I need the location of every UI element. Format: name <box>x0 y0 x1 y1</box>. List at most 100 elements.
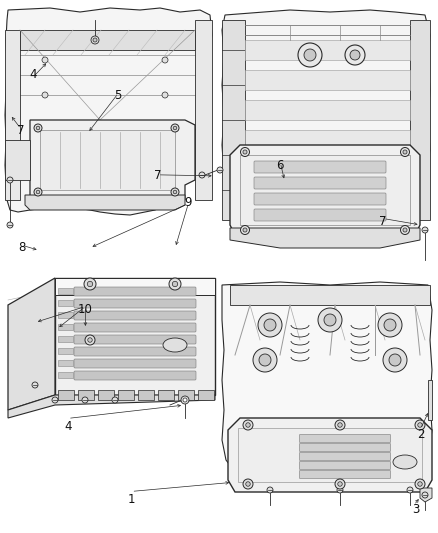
Circle shape <box>243 479 253 489</box>
Circle shape <box>384 319 396 331</box>
Text: 1: 1 <box>127 494 135 506</box>
FancyBboxPatch shape <box>254 209 386 221</box>
Text: 7: 7 <box>379 215 387 228</box>
Polygon shape <box>5 30 20 200</box>
Circle shape <box>304 49 316 61</box>
Circle shape <box>7 222 13 228</box>
Circle shape <box>267 487 273 493</box>
Circle shape <box>335 420 345 430</box>
Circle shape <box>338 482 342 486</box>
Circle shape <box>199 172 205 178</box>
Circle shape <box>32 382 38 388</box>
Circle shape <box>172 281 178 287</box>
Circle shape <box>298 43 322 67</box>
FancyBboxPatch shape <box>300 471 391 479</box>
FancyBboxPatch shape <box>254 177 386 189</box>
Polygon shape <box>25 195 185 210</box>
Polygon shape <box>222 10 430 230</box>
Circle shape <box>34 188 42 196</box>
Circle shape <box>246 423 250 427</box>
Polygon shape <box>40 130 175 190</box>
Text: 8: 8 <box>18 241 25 254</box>
Polygon shape <box>58 372 73 378</box>
Circle shape <box>173 190 177 194</box>
Circle shape <box>318 308 342 332</box>
Text: 10: 10 <box>78 303 93 316</box>
FancyBboxPatch shape <box>254 161 386 173</box>
Polygon shape <box>245 70 410 90</box>
Text: 6: 6 <box>276 159 284 172</box>
Polygon shape <box>230 145 420 235</box>
Polygon shape <box>428 380 432 420</box>
Text: 3: 3 <box>413 503 420 515</box>
Circle shape <box>42 92 48 98</box>
Circle shape <box>240 225 250 235</box>
Circle shape <box>88 338 92 342</box>
Circle shape <box>34 124 42 132</box>
Circle shape <box>400 148 410 157</box>
Polygon shape <box>158 390 174 400</box>
Polygon shape <box>178 390 194 400</box>
FancyBboxPatch shape <box>74 287 196 296</box>
Polygon shape <box>222 282 432 482</box>
Polygon shape <box>238 428 422 482</box>
FancyBboxPatch shape <box>74 359 196 368</box>
Circle shape <box>183 398 187 402</box>
Circle shape <box>52 397 58 403</box>
Circle shape <box>258 313 282 337</box>
Circle shape <box>418 423 422 427</box>
Circle shape <box>171 124 179 132</box>
Circle shape <box>162 57 168 63</box>
Polygon shape <box>58 348 73 354</box>
Circle shape <box>169 278 181 290</box>
Circle shape <box>243 150 247 154</box>
Circle shape <box>415 420 425 430</box>
Circle shape <box>181 396 189 404</box>
Polygon shape <box>58 360 73 366</box>
Polygon shape <box>55 278 215 395</box>
Circle shape <box>403 228 407 232</box>
Polygon shape <box>198 390 214 400</box>
Polygon shape <box>5 140 30 180</box>
Polygon shape <box>58 300 73 306</box>
Polygon shape <box>58 324 73 330</box>
Circle shape <box>338 423 342 427</box>
Polygon shape <box>58 390 74 400</box>
Polygon shape <box>230 285 430 305</box>
Text: 9: 9 <box>184 196 192 209</box>
Text: 4: 4 <box>64 420 72 433</box>
Polygon shape <box>420 488 432 502</box>
Polygon shape <box>410 20 430 220</box>
Circle shape <box>36 126 40 130</box>
Circle shape <box>93 38 97 42</box>
Polygon shape <box>58 288 73 294</box>
Polygon shape <box>58 336 73 342</box>
Polygon shape <box>230 228 420 248</box>
Circle shape <box>217 167 223 173</box>
Circle shape <box>112 397 118 403</box>
Circle shape <box>400 225 410 235</box>
Polygon shape <box>30 120 195 200</box>
FancyBboxPatch shape <box>74 335 196 344</box>
Circle shape <box>350 50 360 60</box>
Circle shape <box>162 92 168 98</box>
Polygon shape <box>245 40 410 60</box>
FancyBboxPatch shape <box>300 462 391 470</box>
Circle shape <box>418 482 422 486</box>
Circle shape <box>243 228 247 232</box>
Polygon shape <box>245 130 410 150</box>
Polygon shape <box>5 8 212 215</box>
Circle shape <box>389 354 401 366</box>
Text: 4: 4 <box>29 68 37 81</box>
Polygon shape <box>20 30 195 50</box>
Circle shape <box>173 126 177 130</box>
Circle shape <box>171 188 179 196</box>
Polygon shape <box>195 20 212 200</box>
Circle shape <box>422 492 428 498</box>
Polygon shape <box>58 312 73 318</box>
Circle shape <box>415 479 425 489</box>
Circle shape <box>246 482 250 486</box>
FancyBboxPatch shape <box>74 323 196 332</box>
Text: 7: 7 <box>154 169 162 182</box>
Polygon shape <box>98 390 114 400</box>
